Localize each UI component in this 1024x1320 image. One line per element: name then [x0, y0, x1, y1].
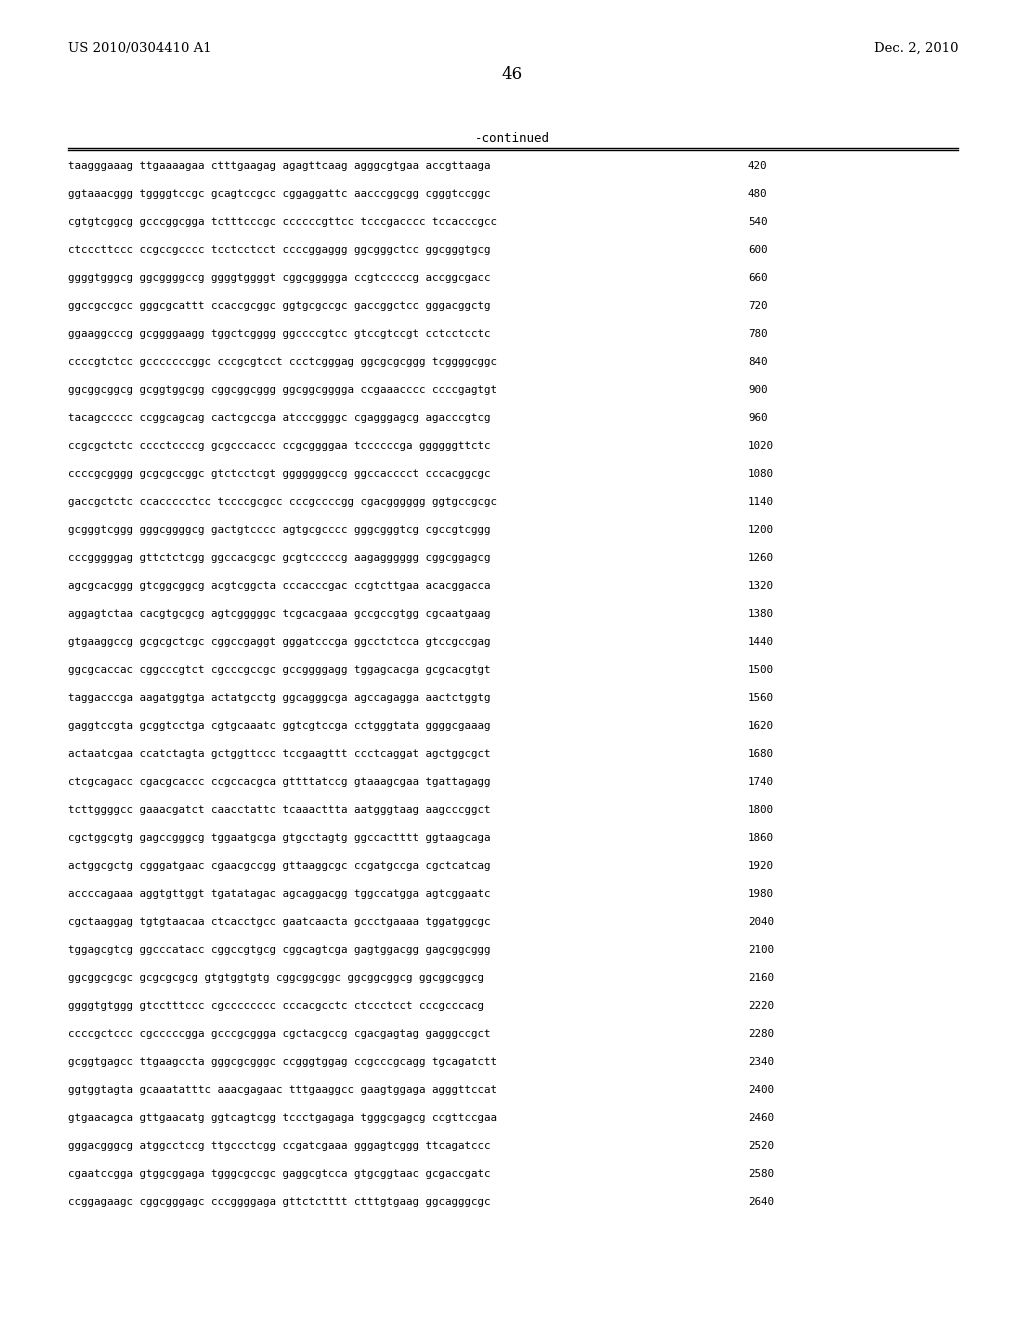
Text: 2580: 2580 — [748, 1170, 774, 1179]
Text: 1680: 1680 — [748, 748, 774, 759]
Text: cgctaaggag tgtgtaacaa ctcacctgcc gaatcaacta gccctgaaaa tggatggcgc: cgctaaggag tgtgtaacaa ctcacctgcc gaatcaa… — [68, 917, 490, 927]
Text: 840: 840 — [748, 356, 768, 367]
Text: taggacccga aagatggtga actatgcctg ggcagggcga agccagagga aactctggtg: taggacccga aagatggtga actatgcctg ggcaggg… — [68, 693, 490, 704]
Text: ccccgcgggg gcgcgccggc gtctcctcgt gggggggccg ggccacccct cccacggcgc: ccccgcgggg gcgcgccggc gtctcctcgt ggggggg… — [68, 469, 490, 479]
Text: 2640: 2640 — [748, 1197, 774, 1206]
Text: ctcgcagacc cgacgcaccc ccgccacgca gttttatccg gtaaagcgaa tgattagagg: ctcgcagacc cgacgcaccc ccgccacgca gttttat… — [68, 777, 490, 787]
Text: 1440: 1440 — [748, 638, 774, 647]
Text: tggagcgtcg ggcccatacc cggccgtgcg cggcagtcga gagtggacgg gagcggcggg: tggagcgtcg ggcccatacc cggccgtgcg cggcagt… — [68, 945, 490, 954]
Text: 660: 660 — [748, 273, 768, 282]
Text: ccccgtctcc gcccccccggc cccgcgtcct ccctcgggag ggcgcgcggg tcggggcggc: ccccgtctcc gcccccccggc cccgcgtcct ccctcg… — [68, 356, 497, 367]
Text: ggggtgtggg gtcctttccc cgcccccccc cccacgcctc ctccctcct cccgcccacg: ggggtgtggg gtcctttccc cgcccccccc cccacgc… — [68, 1001, 484, 1011]
Text: 600: 600 — [748, 246, 768, 255]
Text: aggagtctaa cacgtgcgcg agtcgggggc tcgcacgaaa gccgccgtgg cgcaatgaag: aggagtctaa cacgtgcgcg agtcgggggc tcgcacg… — [68, 609, 490, 619]
Text: 780: 780 — [748, 329, 768, 339]
Text: cgaatccgga gtggcggaga tgggcgccgc gaggcgtcca gtgcggtaac gcgaccgatc: cgaatccgga gtggcggaga tgggcgccgc gaggcgt… — [68, 1170, 490, 1179]
Text: gtgaaggccg gcgcgctcgc cggccgaggt gggatcccga ggcctctcca gtccgccgag: gtgaaggccg gcgcgctcgc cggccgaggt gggatcc… — [68, 638, 490, 647]
Text: ggccgccgcc gggcgcattt ccaccgcggc ggtgcgccgc gaccggctcc gggacggctg: ggccgccgcc gggcgcattt ccaccgcggc ggtgcgc… — [68, 301, 490, 312]
Text: ggggtgggcg ggcggggccg ggggtggggt cggcggggga ccgtcccccg accggcgacc: ggggtgggcg ggcggggccg ggggtggggt cggcggg… — [68, 273, 490, 282]
Text: tcttggggcc gaaacgatct caacctattc tcaaacttta aatgggtaag aagcccggct: tcttggggcc gaaacgatct caacctattc tcaaact… — [68, 805, 490, 814]
Text: 960: 960 — [748, 413, 768, 422]
Text: ggcggcgcgc gcgcgcgcg gtgtggtgtg cggcggcggc ggcggcggcg ggcggcggcg: ggcggcgcgc gcgcgcgcg gtgtggtgtg cggcggcg… — [68, 973, 484, 983]
Text: 2520: 2520 — [748, 1140, 774, 1151]
Text: 420: 420 — [748, 161, 768, 172]
Text: 1140: 1140 — [748, 498, 774, 507]
Text: 1920: 1920 — [748, 861, 774, 871]
Text: 2460: 2460 — [748, 1113, 774, 1123]
Text: 1080: 1080 — [748, 469, 774, 479]
Text: ggtaaacggg tggggtccgc gcagtccgcc cggaggattc aacccggcgg cgggtccggc: ggtaaacggg tggggtccgc gcagtccgcc cggagga… — [68, 189, 490, 199]
Text: gaggtccgta gcggtcctga cgtgcaaatc ggtcgtccga cctgggtata ggggcgaaag: gaggtccgta gcggtcctga cgtgcaaatc ggtcgtc… — [68, 721, 490, 731]
Text: US 2010/0304410 A1: US 2010/0304410 A1 — [68, 42, 212, 55]
Text: 1260: 1260 — [748, 553, 774, 564]
Text: cccgggggag gttctctcgg ggccacgcgc gcgtcccccg aagagggggg cggcggagcg: cccgggggag gttctctcgg ggccacgcgc gcgtccc… — [68, 553, 490, 564]
Text: 2220: 2220 — [748, 1001, 774, 1011]
Text: 2280: 2280 — [748, 1030, 774, 1039]
Text: actggcgctg cgggatgaac cgaacgccgg gttaaggcgc ccgatgccga cgctcatcag: actggcgctg cgggatgaac cgaacgccgg gttaagg… — [68, 861, 490, 871]
Text: ggaaggcccg gcggggaagg tggctcgggg ggccccgtcc gtccgtccgt cctcctcctc: ggaaggcccg gcggggaagg tggctcgggg ggccccg… — [68, 329, 490, 339]
Text: 480: 480 — [748, 189, 768, 199]
Text: 1620: 1620 — [748, 721, 774, 731]
Text: Dec. 2, 2010: Dec. 2, 2010 — [873, 42, 958, 55]
Text: gaccgctctc ccaccccctcc tccccgcgcc cccgccccgg cgacgggggg ggtgccgcgc: gaccgctctc ccaccccctcc tccccgcgcc cccgcc… — [68, 498, 497, 507]
Text: actaatcgaa ccatctagta gctggttccc tccgaagttt ccctcaggat agctggcgct: actaatcgaa ccatctagta gctggttccc tccgaag… — [68, 748, 490, 759]
Text: 1800: 1800 — [748, 805, 774, 814]
Text: gcgggtcggg gggcggggcg gactgtcccc agtgcgcccc gggcgggtcg cgccgtcggg: gcgggtcggg gggcggggcg gactgtcccc agtgcgc… — [68, 525, 490, 535]
Text: 2400: 2400 — [748, 1085, 774, 1096]
Text: ggcggcggcg gcggtggcgg cggcggcggg ggcggcgggga ccgaaacccc ccccgagtgt: ggcggcggcg gcggtggcgg cggcggcggg ggcggcg… — [68, 385, 497, 395]
Text: agcgcacggg gtcggcggcg acgtcggcta cccacccgac ccgtcttgaa acacggacca: agcgcacggg gtcggcggcg acgtcggcta cccaccc… — [68, 581, 490, 591]
Text: 1560: 1560 — [748, 693, 774, 704]
Text: ccccgctccc cgcccccgga gcccgcggga cgctacgccg cgacgagtag gagggccgct: ccccgctccc cgcccccgga gcccgcggga cgctacg… — [68, 1030, 490, 1039]
Text: 1020: 1020 — [748, 441, 774, 451]
Text: 2100: 2100 — [748, 945, 774, 954]
Text: ccggagaagc cggcgggagc cccggggaga gttctctttt ctttgtgaag ggcagggcgc: ccggagaagc cggcgggagc cccggggaga gttctct… — [68, 1197, 490, 1206]
Text: 1200: 1200 — [748, 525, 774, 535]
Text: cgctggcgtg gagccgggcg tggaatgcga gtgcctagtg ggccactttt ggtaagcaga: cgctggcgtg gagccgggcg tggaatgcga gtgccta… — [68, 833, 490, 843]
Text: 46: 46 — [502, 66, 522, 83]
Text: ccgcgctctc cccctccccg gcgcccaccc ccgcggggaa tccccccga ggggggttctc: ccgcgctctc cccctccccg gcgcccaccc ccgcggg… — [68, 441, 490, 451]
Text: tacagccccc ccggcagcag cactcgccga atcccggggc cgagggagcg agacccgtcg: tacagccccc ccggcagcag cactcgccga atcccgg… — [68, 413, 490, 422]
Text: ggcgcaccac cggcccgtct cgcccgccgc gccggggagg tggagcacga gcgcacgtgt: ggcgcaccac cggcccgtct cgcccgccgc gccgggg… — [68, 665, 490, 675]
Text: 1500: 1500 — [748, 665, 774, 675]
Text: 1380: 1380 — [748, 609, 774, 619]
Text: cgtgtcggcg gcccggcgga tctttcccgc ccccccgttcc tcccgacccc tccacccgcc: cgtgtcggcg gcccggcgga tctttcccgc ccccccg… — [68, 216, 497, 227]
Text: 1860: 1860 — [748, 833, 774, 843]
Text: -continued: -continued — [474, 132, 550, 145]
Text: ggtggtagta gcaaatatttc aaacgagaac tttgaaggcc gaagtggaga agggttccat: ggtggtagta gcaaatatttc aaacgagaac tttgaa… — [68, 1085, 497, 1096]
Text: 540: 540 — [748, 216, 768, 227]
Text: 1320: 1320 — [748, 581, 774, 591]
Text: gcggtgagcc ttgaagccta gggcgcgggc ccgggtggag ccgcccgcagg tgcagatctt: gcggtgagcc ttgaagccta gggcgcgggc ccgggtg… — [68, 1057, 497, 1067]
Text: 2160: 2160 — [748, 973, 774, 983]
Text: 720: 720 — [748, 301, 768, 312]
Text: 900: 900 — [748, 385, 768, 395]
Text: gtgaacagca gttgaacatg ggtcagtcgg tccctgagaga tgggcgagcg ccgttccgaa: gtgaacagca gttgaacatg ggtcagtcgg tccctga… — [68, 1113, 497, 1123]
Text: taagggaaag ttgaaaagaa ctttgaagag agagttcaag agggcgtgaa accgttaaga: taagggaaag ttgaaaagaa ctttgaagag agagttc… — [68, 161, 490, 172]
Text: gggacgggcg atggcctccg ttgccctcgg ccgatcgaaa gggagtcggg ttcagatccc: gggacgggcg atggcctccg ttgccctcgg ccgatcg… — [68, 1140, 490, 1151]
Text: accccagaaa aggtgttggt tgatatagac agcaggacgg tggccatgga agtcggaatc: accccagaaa aggtgttggt tgatatagac agcagga… — [68, 888, 490, 899]
Text: 2040: 2040 — [748, 917, 774, 927]
Text: ctcccttccc ccgccgcccc tcctcctcct ccccggaggg ggcgggctcc ggcgggtgcg: ctcccttccc ccgccgcccc tcctcctcct ccccgga… — [68, 246, 490, 255]
Text: 2340: 2340 — [748, 1057, 774, 1067]
Text: 1740: 1740 — [748, 777, 774, 787]
Text: 1980: 1980 — [748, 888, 774, 899]
